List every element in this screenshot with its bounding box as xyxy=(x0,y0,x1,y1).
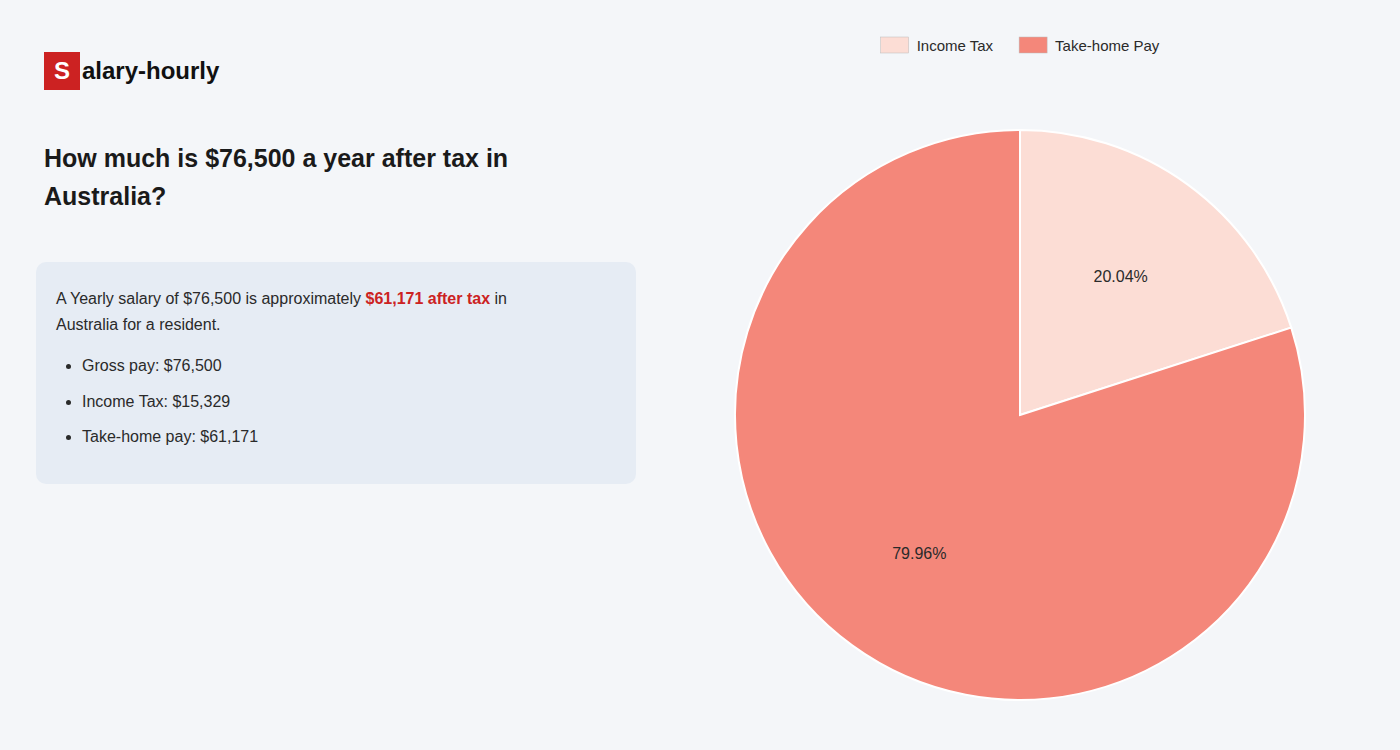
slices xyxy=(735,130,1305,700)
bullet-item: Income Tax: $15,329 xyxy=(82,389,616,415)
paragraph-highlight: $61,171 after tax xyxy=(366,290,491,307)
paragraph-text: Australia for a resident. xyxy=(56,316,221,333)
data-label: 79.96% xyxy=(892,545,946,562)
paragraph-text: A Yearly salary of $76,500 is approximat… xyxy=(56,290,366,307)
bullet-list: Gross pay: $76,500 Income Tax: $15,329 Tak… xyxy=(56,353,616,450)
legend-entry: Income Tax xyxy=(917,37,994,54)
data-label: 20.04% xyxy=(1094,268,1148,285)
pie-slice xyxy=(735,130,1305,700)
paragraph-text: in xyxy=(490,290,507,307)
legend-swatch xyxy=(881,37,909,53)
logo-mark: S xyxy=(44,52,80,90)
logo-text: alary-hourly xyxy=(82,57,219,85)
text-panel: Salary-hourly How much is $76,500 a year … xyxy=(0,0,672,750)
bullet-item: Gross pay: $76,500 xyxy=(82,353,616,379)
info-box: A Yearly salary of $76,500 is approximat… xyxy=(36,262,636,484)
bullet-item: Take-home pay: $61,171 xyxy=(82,424,616,450)
title: How much is $76,500 a year after tax in … xyxy=(44,140,604,215)
legend-swatch xyxy=(1019,37,1047,53)
legend: Income Tax Take-home Pay xyxy=(881,37,1160,54)
pie-chart: 20.04% 79.96% Income Tax Take-home Pay xyxy=(660,0,1380,750)
paragraph: A Yearly salary of $76,500 is approximat… xyxy=(56,286,616,337)
data-labels: 20.04% 79.96% xyxy=(892,268,1148,561)
logo: Salary-hourly xyxy=(44,52,219,90)
legend-entry: Take-home Pay xyxy=(1055,37,1160,54)
